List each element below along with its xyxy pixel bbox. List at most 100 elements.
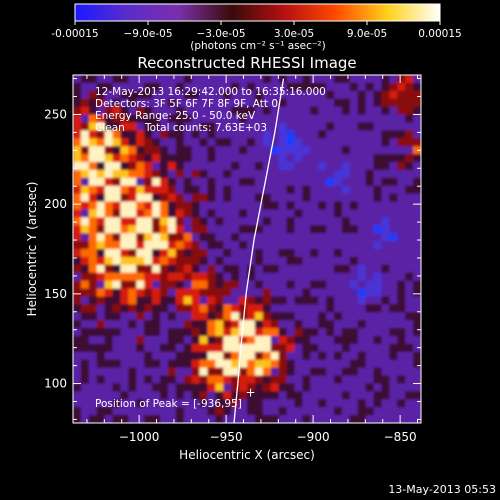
heatmap-cell xyxy=(349,415,359,423)
heatmap-cell xyxy=(405,185,414,195)
heatmap-cell xyxy=(254,249,264,258)
heatmap-cell xyxy=(175,98,185,108)
heatmap-cell xyxy=(104,256,114,266)
heatmap-cell xyxy=(88,304,98,313)
heatmap-cell xyxy=(389,225,398,234)
heatmap-cell xyxy=(357,312,367,321)
heatmap-cell xyxy=(183,415,193,423)
heatmap-cell xyxy=(357,241,367,250)
heatmap-cell xyxy=(120,82,129,92)
heatmap-cell xyxy=(262,351,272,361)
heatmap-cell xyxy=(207,383,216,392)
heatmap-cell xyxy=(80,288,90,298)
heatmap-cell xyxy=(112,383,122,392)
heatmap-cell xyxy=(144,359,153,369)
heatmap-cell xyxy=(310,359,319,369)
heatmap-cell xyxy=(413,98,421,108)
heatmap-cell xyxy=(302,185,311,195)
heatmap-cell xyxy=(389,138,398,147)
heatmap-cell xyxy=(278,375,288,385)
heatmap-cell xyxy=(215,233,224,242)
heatmap-cell xyxy=(183,130,193,139)
heatmap-cell xyxy=(167,328,177,337)
heatmap-cell xyxy=(286,98,296,108)
heatmap-cell xyxy=(167,375,177,385)
heatmap-cell xyxy=(254,320,264,329)
heatmap-cell xyxy=(294,106,303,116)
heatmap-cell xyxy=(207,177,216,187)
heatmap-cell xyxy=(373,249,383,258)
heatmap-cell xyxy=(413,264,421,274)
heatmap-cell xyxy=(160,162,169,171)
heatmap-cell xyxy=(262,201,272,211)
heatmap-cell xyxy=(365,154,375,163)
heatmap-cell xyxy=(136,106,145,116)
heatmap-cell xyxy=(254,272,264,282)
heatmap-cell xyxy=(373,375,383,385)
heatmap-cell xyxy=(341,256,351,266)
heatmap-cell xyxy=(167,336,177,345)
heatmap-cell xyxy=(286,272,296,282)
heatmap-cell xyxy=(270,90,280,100)
heatmap-cell xyxy=(254,367,264,377)
heatmap-cell xyxy=(239,351,248,361)
heatmap-cell xyxy=(405,138,414,147)
y-tick-label: 200 xyxy=(44,197,67,211)
colorbar xyxy=(74,3,441,22)
heatmap-cell xyxy=(191,75,201,84)
heatmap-cell xyxy=(373,415,383,423)
heatmap-cell xyxy=(207,336,216,345)
heatmap-cell xyxy=(239,217,248,226)
heatmap-cell xyxy=(373,114,383,124)
heatmap-cell xyxy=(175,280,185,290)
heatmap-cell xyxy=(88,328,98,337)
heatmap-cell xyxy=(183,280,193,290)
heatmap-cell xyxy=(191,304,201,313)
heatmap-cell xyxy=(112,336,122,345)
heatmap-cell xyxy=(318,241,327,250)
heatmap-cell xyxy=(397,169,406,179)
heatmap-cell xyxy=(128,336,137,345)
heatmap-cell xyxy=(128,304,137,313)
heatmap-cell xyxy=(73,343,82,353)
heatmap-cell xyxy=(278,304,288,313)
heatmap-cell xyxy=(88,272,98,282)
plot-frame xyxy=(72,74,422,424)
heatmap-cell xyxy=(373,336,383,345)
heatmap-cell xyxy=(381,146,390,155)
heatmap-cell xyxy=(199,312,209,321)
heatmap-cell xyxy=(175,336,185,345)
heatmap-cell xyxy=(215,146,224,155)
heatmap-cell xyxy=(167,130,177,139)
heatmap-cell xyxy=(167,225,177,234)
peak-marker: + xyxy=(245,386,255,400)
heatmap-cell xyxy=(405,193,414,203)
heatmap-cell xyxy=(144,154,153,163)
heatmap-cell xyxy=(104,367,114,377)
heatmap-cell xyxy=(128,193,137,203)
heatmap-cell xyxy=(120,328,129,337)
heatmap-cell xyxy=(254,296,264,305)
heatmap-cell xyxy=(262,122,272,131)
heatmap-cell xyxy=(413,320,421,329)
heatmap-cell xyxy=(247,193,256,203)
heatmap-cell xyxy=(167,367,177,377)
heatmap-cell xyxy=(207,288,216,298)
heatmap-cell xyxy=(310,415,319,423)
heatmap-cell xyxy=(144,201,153,211)
heatmap-cell xyxy=(96,391,106,400)
heatmap-cell xyxy=(389,367,398,377)
heatmap-cell xyxy=(239,75,248,84)
heatmap-cell xyxy=(302,169,311,179)
heatmap-cell xyxy=(254,328,264,337)
heatmap-cell xyxy=(413,225,421,234)
heatmap-cell xyxy=(120,154,129,163)
heatmap-cell xyxy=(215,217,224,226)
heatmap-cell xyxy=(373,193,383,203)
heatmap-cell xyxy=(381,383,390,392)
heatmap-cell xyxy=(270,320,280,329)
heatmap-cell xyxy=(373,146,383,155)
heatmap-cell xyxy=(191,98,201,108)
heatmap-cell xyxy=(104,138,114,147)
heatmap-cell xyxy=(199,280,209,290)
